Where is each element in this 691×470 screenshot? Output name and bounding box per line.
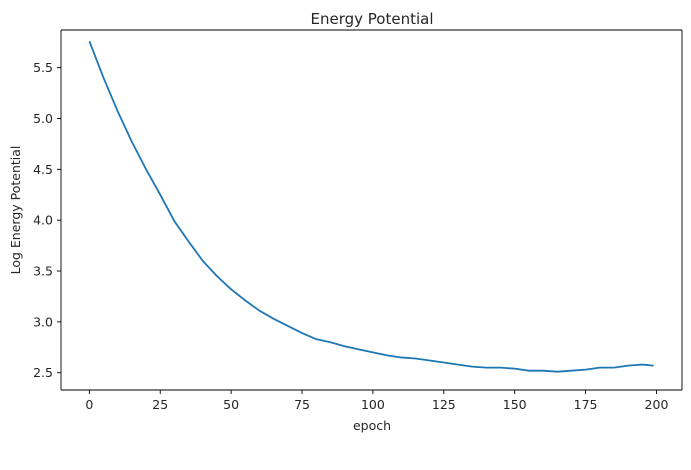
x-tick-label: 175 — [574, 397, 598, 412]
x-tick-label: 50 — [223, 397, 239, 412]
x-tick-label: 100 — [361, 397, 385, 412]
x-tick-label: 125 — [432, 397, 456, 412]
y-tick-label: 5.5 — [33, 60, 53, 75]
y-tick-label: 4.5 — [33, 162, 53, 177]
y-axis-label: Log Energy Potential — [8, 146, 23, 275]
y-axis: 2.5 3.0 3.5 4.0 4.5 5.0 5.5 — [33, 60, 61, 380]
x-axis-label: epoch — [353, 418, 391, 433]
y-tick-label: 3.5 — [33, 264, 53, 279]
y-tick-label: 2.5 — [33, 365, 53, 380]
y-tick-label: 3.0 — [33, 314, 53, 329]
x-axis: 0 25 50 75 100 125 150 175 200 — [85, 390, 668, 412]
chart-title: Energy Potential — [311, 10, 434, 28]
x-tick-label: 150 — [503, 397, 527, 412]
x-tick-label: 0 — [85, 397, 93, 412]
plot-area — [61, 30, 682, 390]
y-tick-label: 5.0 — [33, 111, 53, 126]
y-tick-label: 4.0 — [33, 213, 53, 228]
axes-frame — [60, 29, 683, 391]
x-tick-label: 25 — [152, 397, 168, 412]
x-tick-label: 200 — [645, 397, 669, 412]
series-line — [88, 40, 654, 373]
x-tick-label: 75 — [294, 397, 310, 412]
